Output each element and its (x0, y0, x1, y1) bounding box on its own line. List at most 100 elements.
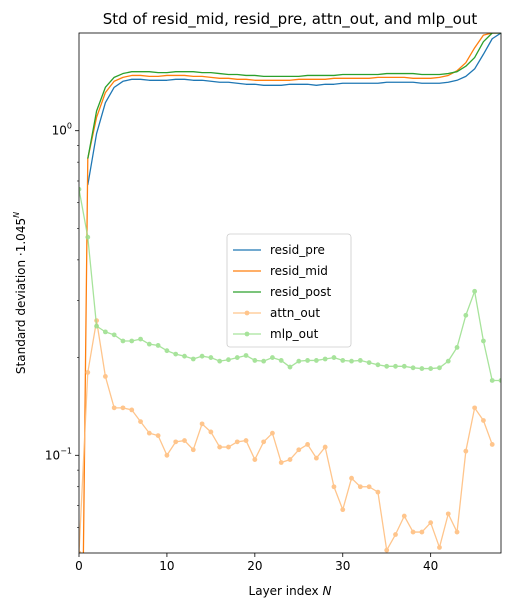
data-point-mlp_out (349, 358, 354, 364)
data-point-mlp_out (410, 365, 416, 371)
data-point-mlp_out (164, 348, 170, 354)
data-point-attn_out (313, 455, 319, 461)
x-tick-label: 10 (159, 559, 174, 573)
data-point-mlp_out (498, 378, 501, 383)
data-point-attn_out (146, 430, 152, 436)
legend-label: resid_post (270, 285, 331, 299)
y-axis-label: Standard deviation ·1.045N (12, 212, 28, 374)
data-point-attn_out (208, 429, 214, 435)
data-point-mlp_out (270, 355, 275, 360)
data-point-attn_out (349, 475, 354, 481)
data-point-attn_out (278, 460, 284, 465)
series-line-resid_mid (82, 33, 501, 553)
series-mlp_out (79, 186, 501, 383)
data-point-attn_out (322, 444, 328, 450)
data-point-attn_out (437, 545, 442, 550)
legend-marker (244, 331, 250, 337)
data-point-attn_out (155, 433, 161, 438)
data-point-mlp_out (243, 353, 249, 358)
data-point-attn_out (428, 520, 434, 526)
series-line-resid_post (87, 33, 501, 159)
data-point-attn_out (199, 421, 205, 427)
series-attn_out (79, 318, 495, 553)
legend-label: attn_out (270, 306, 320, 320)
series-line-resid_pre (87, 33, 501, 186)
data-point-mlp_out (217, 358, 223, 364)
data-point-mlp_out (489, 378, 495, 383)
data-point-mlp_out (393, 363, 398, 369)
data-point-attn_out (138, 419, 143, 424)
data-point-attn_out (410, 529, 416, 535)
data-point-attn_out (375, 489, 381, 495)
data-point-attn_out (305, 442, 310, 447)
data-point-mlp_out (79, 186, 82, 192)
data-point-mlp_out (454, 344, 460, 350)
data-point-mlp_out (278, 358, 284, 363)
data-point-mlp_out (111, 332, 117, 338)
x-axis: 0 10 20 30 40 (75, 553, 438, 573)
series-layer (79, 33, 501, 553)
data-point-attn_out (129, 407, 135, 413)
data-point-attn_out (287, 457, 293, 462)
data-point-mlp_out (375, 362, 381, 368)
data-point-mlp_out (366, 360, 372, 365)
series-resid_post (87, 33, 501, 159)
data-point-mlp_out (129, 338, 135, 344)
data-point-attn_out (340, 507, 346, 513)
data-point-attn_out (234, 439, 240, 445)
data-point-attn_out (331, 484, 337, 490)
data-point-attn_out (472, 405, 478, 411)
legend: resid_pre resid_mid resid_post attn_out mlp_… (226, 233, 352, 348)
data-point-mlp_out (146, 341, 152, 347)
data-point-attn_out (357, 484, 363, 490)
data-point-mlp_out (138, 336, 143, 342)
data-point-mlp_out (287, 364, 293, 370)
data-point-mlp_out (208, 355, 214, 360)
data-point-attn_out (85, 370, 91, 375)
x-tick-label: 40 (423, 559, 438, 573)
data-point-mlp_out (384, 363, 390, 369)
data-point-attn_out (401, 513, 407, 519)
data-point-attn_out (243, 438, 249, 443)
legend-label: resid_pre (270, 243, 325, 257)
data-point-attn_out (111, 405, 117, 411)
plot-frame (78, 32, 502, 554)
legend-marker (244, 310, 250, 316)
x-tick-label: 0 (75, 559, 83, 573)
legend-entry-attn_out (233, 310, 261, 316)
data-point-attn_out (445, 511, 451, 517)
x-tick-label: 30 (335, 559, 350, 573)
legend-label: resid_mid (270, 264, 328, 278)
series-resid_pre (87, 33, 501, 186)
data-point-mlp_out (226, 357, 231, 363)
data-point-attn_out (102, 374, 108, 379)
data-point-mlp_out (419, 366, 425, 371)
chart-title: Std of resid_mid, resid_pre, attn_out, a… (103, 10, 478, 29)
data-point-mlp_out (437, 365, 442, 371)
legend-box (226, 233, 352, 348)
legend-label: mlp_out (270, 327, 319, 341)
data-point-attn_out (120, 405, 126, 411)
legend-entry-mlp_out (233, 331, 261, 337)
data-point-mlp_out (252, 358, 258, 363)
data-point-mlp_out (340, 358, 346, 363)
y-tick-label: 100 (52, 122, 72, 138)
data-point-attn_out (481, 418, 486, 423)
data-point-mlp_out (401, 363, 407, 369)
data-point-mlp_out (296, 358, 302, 364)
data-point-mlp_out (261, 358, 267, 364)
data-point-mlp_out (472, 288, 478, 294)
data-point-attn_out (393, 532, 398, 537)
data-point-mlp_out (120, 338, 126, 344)
y-tick-label: 10−1 (45, 446, 72, 462)
data-point-attn_out (261, 439, 267, 445)
data-point-mlp_out (173, 351, 179, 357)
y-axis: 10−1 100 (45, 122, 79, 528)
data-point-attn_out (173, 439, 179, 445)
series-resid_mid (82, 33, 501, 553)
data-point-mlp_out (305, 358, 310, 363)
data-point-mlp_out (428, 366, 434, 371)
data-point-attn_out (419, 529, 425, 535)
data-point-attn_out (190, 447, 196, 453)
